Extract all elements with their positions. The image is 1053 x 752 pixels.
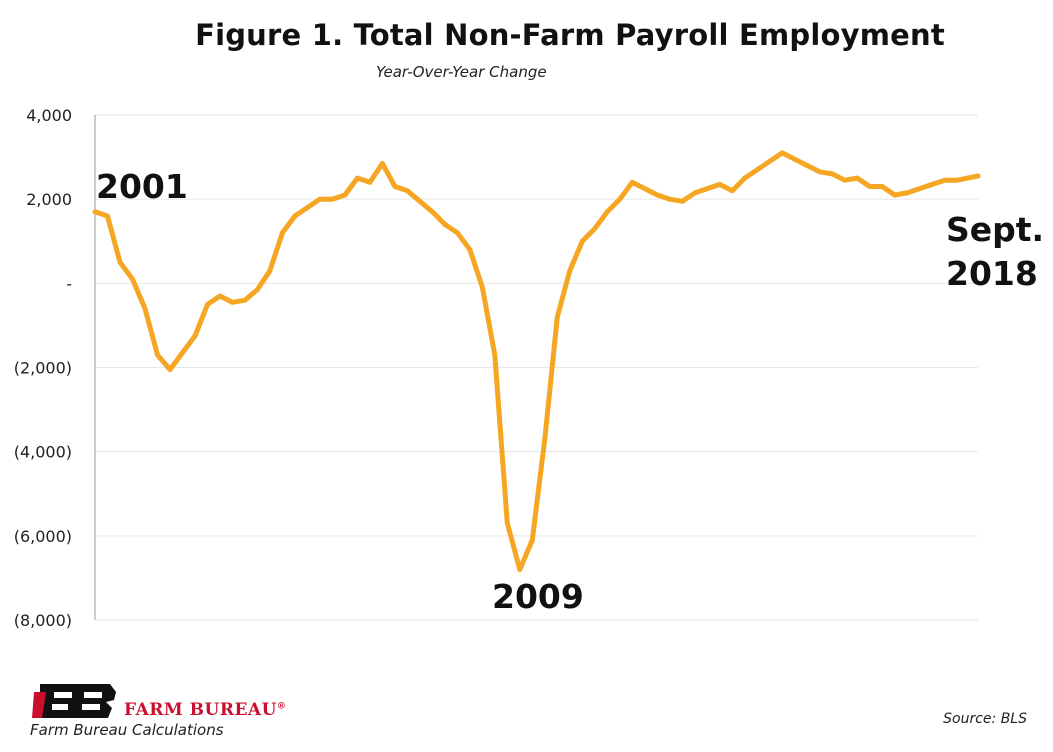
data-point xyxy=(529,537,535,543)
data-point xyxy=(255,287,260,292)
data-point xyxy=(130,276,135,282)
y-tick-label: (6,000) xyxy=(14,527,72,546)
data-point xyxy=(642,186,648,192)
source-text: Source: BLS xyxy=(943,711,1027,727)
data-point xyxy=(192,333,198,339)
data-point xyxy=(692,190,698,196)
data-point xyxy=(230,299,235,305)
data-point xyxy=(242,297,248,303)
data-point xyxy=(604,209,610,215)
y-tick-label: (4,000) xyxy=(14,443,72,462)
data-point xyxy=(280,230,285,236)
gridlines xyxy=(95,114,978,621)
data-point xyxy=(367,179,373,185)
data-point xyxy=(355,175,360,181)
series-points xyxy=(92,150,981,572)
data-point xyxy=(330,196,335,202)
data-point xyxy=(667,196,673,202)
data-point xyxy=(467,247,473,253)
data-point xyxy=(292,213,298,219)
data-point xyxy=(267,268,273,274)
data-point xyxy=(217,293,223,299)
data-point xyxy=(405,188,410,194)
data-point xyxy=(854,175,860,181)
data-point xyxy=(392,184,398,189)
y-tick-label: - xyxy=(66,274,72,293)
data-point xyxy=(975,173,981,179)
data-point xyxy=(729,188,735,194)
data-point xyxy=(829,171,835,177)
data-point xyxy=(455,230,460,236)
data-point xyxy=(492,352,498,358)
data-point xyxy=(142,306,148,311)
data-point xyxy=(567,268,573,274)
data-point xyxy=(717,182,723,187)
y-tick-label: (2,000) xyxy=(14,359,72,378)
y-tick-label: 4,000 xyxy=(26,106,72,125)
annotation-2009: 2009 xyxy=(492,577,584,616)
data-point xyxy=(430,209,435,215)
annotation-2018: 2018 xyxy=(946,254,1038,293)
data-point xyxy=(892,192,898,198)
data-point xyxy=(629,179,635,185)
data-point xyxy=(929,182,935,187)
farm-bureau-logo-icon xyxy=(32,682,116,724)
data-point xyxy=(904,190,910,196)
data-point xyxy=(342,192,348,198)
data-point xyxy=(792,156,798,162)
data-point xyxy=(954,177,960,183)
data-point xyxy=(704,186,710,192)
data-point xyxy=(804,163,810,168)
data-point xyxy=(504,520,510,526)
data-point xyxy=(867,184,873,189)
data-point xyxy=(117,259,123,265)
annotation-sept: Sept. xyxy=(946,210,1044,249)
data-point xyxy=(167,367,173,372)
annotation-2001: 2001 xyxy=(96,167,188,206)
line-chart: 4,0002,000-(2,000)(4,000)(6,000)(8,000) … xyxy=(14,106,1044,630)
data-point xyxy=(617,196,623,202)
data-point xyxy=(180,350,185,356)
data-point xyxy=(517,567,523,572)
y-axis-ticks: 4,000 2,000 - (2,000) (4,000) (6,000) (8,000) xyxy=(14,106,72,630)
data-point xyxy=(542,436,548,442)
data-point xyxy=(105,213,110,219)
series-line xyxy=(92,150,981,572)
data-point xyxy=(442,222,448,227)
data-point xyxy=(205,302,210,307)
data-point xyxy=(842,177,848,183)
data-point xyxy=(767,158,773,164)
chart-title: Figure 1. Total Non-Farm Payroll Employm… xyxy=(195,18,945,52)
data-point xyxy=(754,167,760,173)
data-point xyxy=(305,205,310,211)
data-point xyxy=(879,184,885,189)
data-point xyxy=(742,175,748,181)
data-point xyxy=(554,314,560,320)
data-point xyxy=(654,192,660,198)
data-point xyxy=(380,161,385,166)
data-point xyxy=(779,150,785,156)
data-point xyxy=(917,186,923,192)
data-point xyxy=(317,196,323,202)
y-tick-label: 2,000 xyxy=(26,190,72,209)
data-point xyxy=(579,238,585,244)
data-point xyxy=(417,198,423,204)
data-point xyxy=(817,169,823,175)
data-point xyxy=(679,198,685,204)
chart-subtitle: Year-Over-Year Change xyxy=(376,63,547,81)
y-tick-label: (8,000) xyxy=(14,611,72,630)
data-point xyxy=(480,285,485,290)
data-point xyxy=(155,352,160,358)
credit-text: Farm Bureau Calculations xyxy=(30,721,224,739)
brand-name: FARM BUREAU® xyxy=(124,700,287,720)
data-point xyxy=(942,177,948,183)
data-point xyxy=(92,209,98,215)
data-point xyxy=(592,226,598,232)
